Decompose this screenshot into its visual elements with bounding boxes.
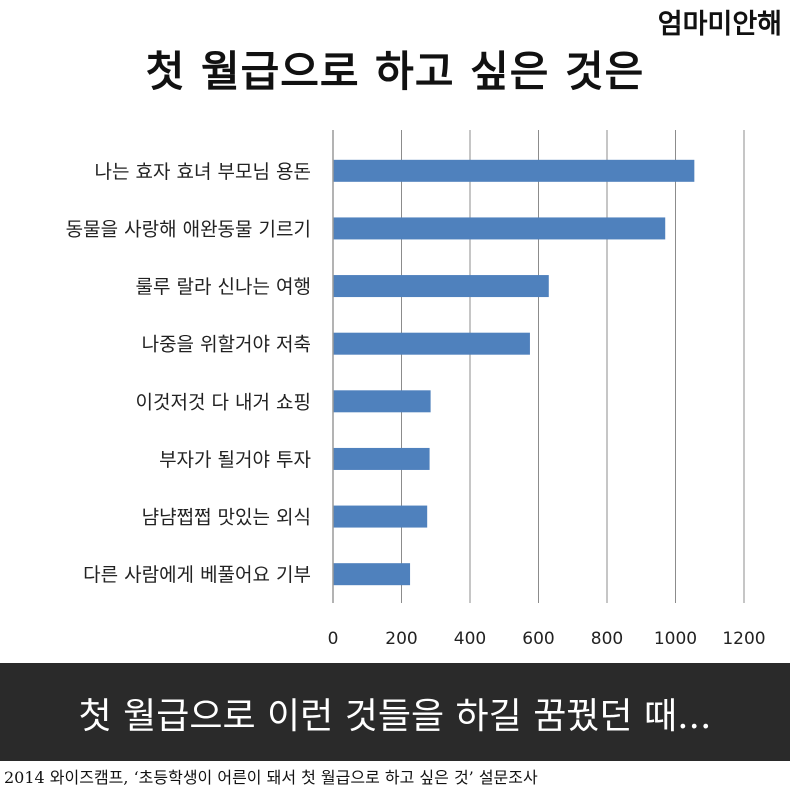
x-tick-label: 1200	[722, 629, 765, 649]
x-tick-label: 600	[522, 629, 554, 649]
bar	[333, 275, 549, 298]
bar	[333, 217, 666, 240]
bar	[333, 159, 695, 182]
category-label: 이것저것 다 내거 쇼핑	[136, 391, 311, 413]
caption-banner: 첫 월급으로 이런 것들을 하길 꿈꿨던 때...	[0, 663, 790, 761]
x-tick-labels: 0 200 400 600 800 1000 1200	[328, 629, 766, 649]
bar	[333, 505, 428, 528]
bar	[333, 390, 431, 413]
category-label: 동물을 사랑해 애완동물 기르기	[66, 218, 311, 240]
bar	[333, 563, 411, 586]
caption-text: 첫 월급으로 이런 것들을 하길 꿈꿨던 때...	[78, 696, 712, 737]
chart-title: 첫 월급으로 하고 싶은 것은	[145, 47, 645, 96]
source-note: 2014 와이즈캠프, ‘초등학생이 어른이 돼서 첫 월급으로 하고 싶은 것…	[4, 768, 538, 787]
chart-bars	[333, 159, 695, 586]
category-label: 나는 효자 효녀 부모님 용돈	[95, 161, 311, 183]
category-label: 다른 사람에게 베풀어요 기부	[83, 564, 311, 586]
category-label: 냠냠쩝쩝 맛있는 외식	[142, 507, 311, 529]
brand-logo: 엄마미안해	[657, 9, 782, 40]
chart-gridlines	[401, 130, 745, 603]
category-label: 룰루 랄라 신나는 여행	[136, 276, 311, 298]
x-tick-label: 800	[591, 629, 623, 649]
category-label: 부자가 될거야 투자	[159, 449, 311, 471]
x-tick-label: 1000	[654, 629, 697, 649]
bar	[333, 332, 530, 355]
x-tick-label: 0	[328, 629, 339, 649]
x-tick-label: 200	[385, 629, 417, 649]
category-label: 나중을 위할거야 저축	[142, 334, 311, 356]
bar	[333, 447, 430, 470]
x-tick-label: 400	[454, 629, 486, 649]
